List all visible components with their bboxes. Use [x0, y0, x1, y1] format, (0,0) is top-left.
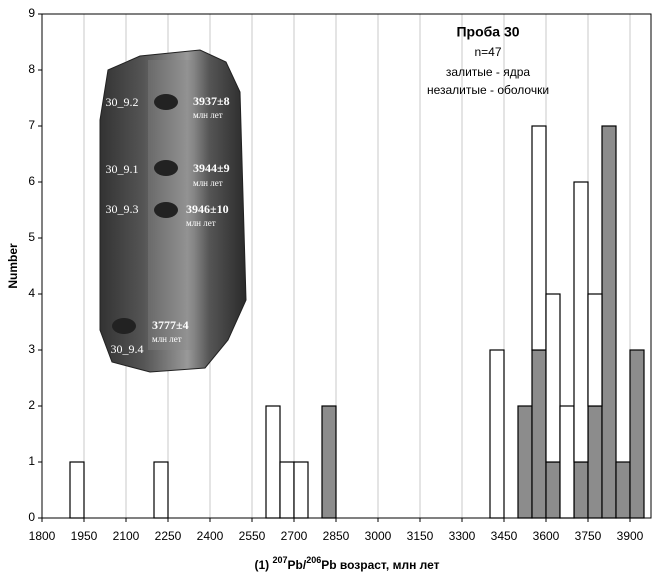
bars — [69, 125, 645, 519]
bar — [629, 349, 645, 519]
spot-label: 30_9.4 — [111, 342, 144, 356]
y-tick-label: 4 — [28, 286, 35, 300]
bar — [321, 405, 337, 519]
x-tick-label: 3150 — [407, 529, 434, 543]
bar — [587, 293, 603, 407]
y-tick-label: 0 — [28, 510, 35, 524]
bar — [293, 461, 309, 519]
x-tick-label: 3450 — [491, 529, 518, 543]
x-tick-label: 2250 — [155, 529, 182, 543]
spot-label: 30_9.1 — [106, 162, 139, 176]
x-tick-label: 3750 — [575, 529, 602, 543]
x-tick-label: 3000 — [365, 529, 392, 543]
x-tick-label: 1800 — [29, 529, 56, 543]
spot-unit: млн лет — [193, 110, 223, 120]
legend-entry: незалитые - оболочки — [427, 83, 549, 97]
spot-unit: млн лет — [152, 334, 182, 344]
spot-age: 3777±4 — [152, 318, 189, 332]
bar — [517, 405, 533, 519]
x-label-part: 207 — [272, 555, 287, 565]
bar — [531, 125, 547, 351]
bar — [587, 405, 603, 519]
spot-unit: млн лет — [186, 218, 216, 228]
bar — [601, 125, 617, 519]
y-tick-label: 6 — [28, 174, 35, 188]
inset-image: 30_9.2 3937±8 млн лет 30_9.1 3944±9 млн лет 30… — [99, 49, 247, 373]
x-tick-label: 3900 — [617, 529, 644, 543]
bar — [615, 461, 631, 519]
spot — [154, 202, 178, 218]
spot-age: 3937±8 — [193, 94, 230, 108]
y-axis-label: Number — [6, 243, 20, 289]
x-tick-label: 1950 — [71, 529, 98, 543]
bar — [573, 461, 589, 519]
bar — [531, 349, 547, 519]
bar — [559, 405, 575, 519]
x-label-part: 206 — [306, 555, 321, 565]
bar — [573, 181, 589, 463]
y-tick-label: 8 — [28, 62, 35, 76]
spot-unit: млн лет — [193, 178, 223, 188]
spot-age: 3944±9 — [193, 161, 230, 175]
y-tick-label: 5 — [28, 230, 35, 244]
plot-frame — [41, 13, 652, 519]
spot-age: 3946±10 — [186, 202, 229, 216]
x-axis-label: (1) 207Pb/206Pb возраст, млн лет — [254, 555, 439, 572]
spot-label: 30_9.2 — [106, 95, 139, 109]
spot — [154, 160, 178, 176]
y-tick-label: 7 — [28, 118, 35, 132]
y-tick-label: 3 — [28, 342, 35, 356]
spot — [112, 318, 136, 334]
y-tick-label: 1 — [28, 454, 35, 468]
bar — [153, 461, 169, 519]
x-tick-label: 2700 — [281, 529, 308, 543]
bar — [545, 461, 561, 519]
x-tick-label: 2850 — [323, 529, 350, 543]
spot — [154, 94, 178, 110]
bar — [279, 461, 295, 519]
x-tick-label: 3600 — [533, 529, 560, 543]
x-tick-label: 2100 — [113, 529, 140, 543]
x-label-part: (1) — [254, 558, 272, 572]
x-label-part: Pb возраст, млн лет — [321, 558, 439, 572]
y-tick-label: 2 — [28, 398, 35, 412]
bar — [545, 293, 561, 463]
bar — [265, 405, 281, 519]
bar — [489, 349, 505, 519]
x-tick-label: 3300 — [449, 529, 476, 543]
x-tick-label: 2550 — [239, 529, 266, 543]
spot-label: 30_9.3 — [106, 202, 139, 216]
legend-entry: залитые - ядра — [446, 65, 531, 79]
bar — [69, 461, 85, 519]
x-label-part: Pb/ — [288, 558, 307, 572]
subtitle: n=47 — [474, 45, 501, 59]
chart-title: Проба 30 — [456, 24, 519, 40]
y-tick-label: 9 — [28, 6, 35, 20]
x-tick-label: 2400 — [197, 529, 224, 543]
